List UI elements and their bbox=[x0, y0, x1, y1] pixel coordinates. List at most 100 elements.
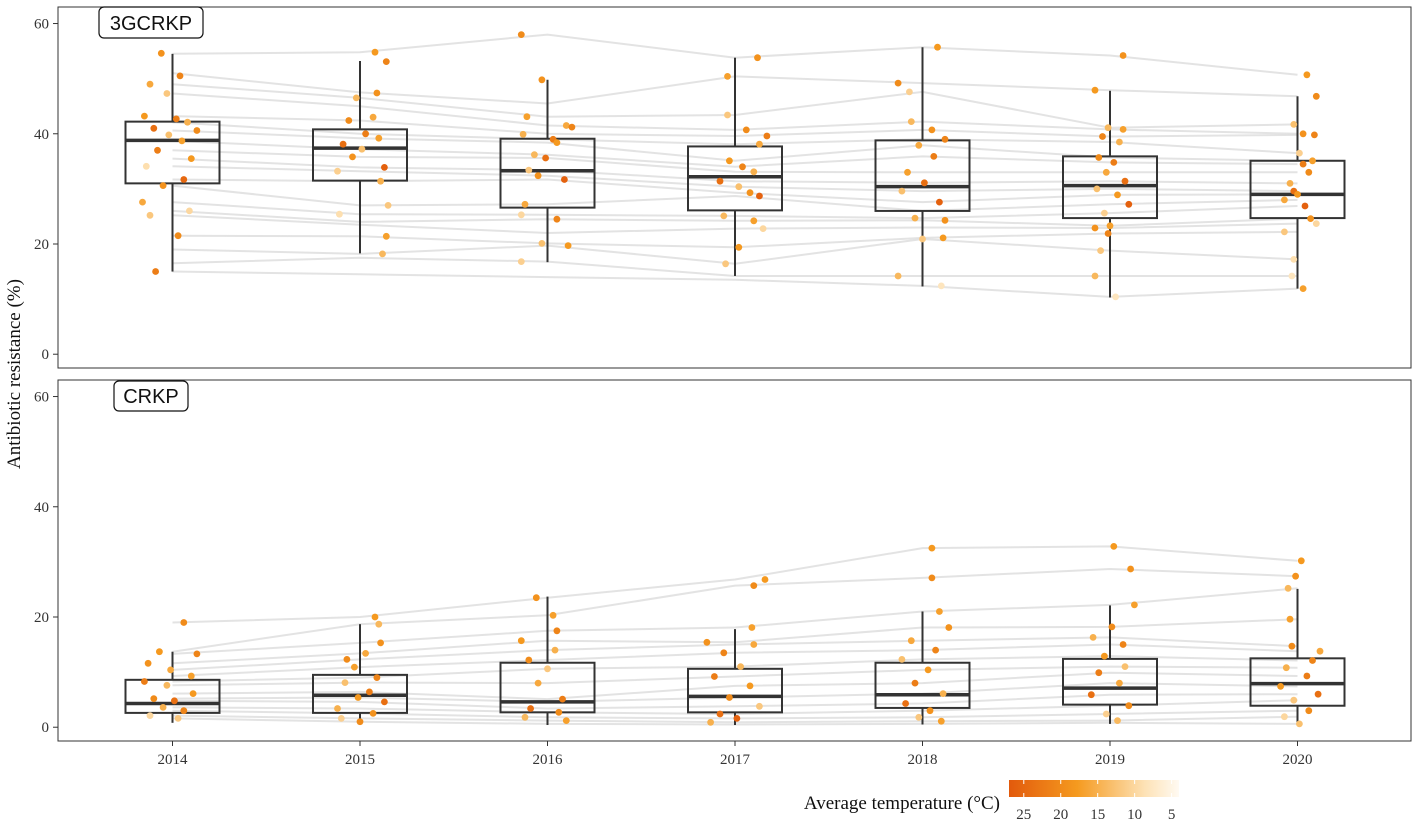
data-point bbox=[555, 708, 563, 716]
data-point bbox=[525, 166, 533, 174]
data-point bbox=[553, 627, 561, 635]
facet-label: CRKP bbox=[113, 380, 189, 412]
data-point bbox=[1312, 92, 1320, 100]
data-point bbox=[154, 146, 161, 154]
facet-label-text: CRKP bbox=[123, 386, 179, 408]
data-point bbox=[189, 690, 197, 697]
data-point bbox=[141, 112, 148, 120]
x-tick-label: 2018 bbox=[908, 752, 938, 768]
data-point bbox=[915, 713, 923, 721]
data-point bbox=[763, 132, 771, 140]
data-point bbox=[349, 153, 356, 161]
data-point bbox=[1114, 717, 1121, 724]
data-point bbox=[1307, 215, 1314, 223]
data-point bbox=[1121, 663, 1129, 670]
data-point bbox=[163, 90, 171, 97]
data-point bbox=[1288, 642, 1296, 650]
data-point bbox=[1292, 572, 1299, 580]
data-point bbox=[711, 673, 718, 680]
data-point bbox=[722, 260, 729, 268]
data-point bbox=[1309, 657, 1316, 664]
data-point bbox=[1316, 647, 1324, 655]
data-point bbox=[1089, 634, 1097, 641]
data-point bbox=[371, 613, 379, 621]
data-point bbox=[1131, 601, 1138, 609]
data-point bbox=[549, 611, 557, 619]
box-iqr bbox=[874, 139, 971, 212]
y-tick-label: 0 bbox=[42, 347, 50, 363]
legend: Average temperature (°C) 25 20 15 10 5 bbox=[804, 780, 1179, 823]
data-point bbox=[1095, 154, 1103, 161]
data-point bbox=[553, 215, 561, 223]
data-point bbox=[1277, 683, 1284, 690]
data-point bbox=[1091, 272, 1099, 280]
trajectory-line bbox=[172, 33, 1298, 76]
data-point bbox=[928, 574, 936, 582]
data-point bbox=[184, 118, 191, 126]
data-point bbox=[341, 679, 349, 686]
data-point bbox=[1102, 168, 1110, 176]
x-tick-label: 2020 bbox=[1283, 752, 1313, 768]
data-point bbox=[345, 117, 353, 124]
box-iqr bbox=[687, 667, 783, 714]
data-point bbox=[521, 200, 529, 208]
data-point bbox=[754, 54, 761, 62]
data-point bbox=[1294, 191, 1301, 198]
box-iqr bbox=[874, 661, 971, 709]
box-iqr bbox=[1249, 159, 1346, 220]
data-point bbox=[1087, 691, 1095, 699]
data-point bbox=[174, 232, 182, 240]
data-point bbox=[1108, 623, 1116, 631]
data-point bbox=[716, 177, 724, 185]
data-point bbox=[742, 126, 750, 134]
data-point bbox=[945, 624, 953, 631]
data-point bbox=[1281, 196, 1288, 204]
data-point bbox=[748, 624, 756, 631]
data-point bbox=[379, 250, 386, 258]
data-point bbox=[381, 164, 388, 171]
data-point bbox=[146, 211, 154, 219]
data-point bbox=[930, 153, 938, 160]
data-point bbox=[527, 705, 534, 712]
data-point bbox=[1297, 557, 1305, 565]
data-point bbox=[939, 690, 947, 697]
data-point bbox=[362, 130, 369, 138]
data-point bbox=[932, 646, 939, 654]
legend-tick-label: 5 bbox=[1168, 807, 1176, 823]
data-point bbox=[176, 72, 184, 80]
data-point bbox=[532, 594, 540, 602]
data-point bbox=[165, 131, 173, 139]
data-point bbox=[726, 157, 733, 165]
data-point bbox=[746, 189, 754, 197]
data-point bbox=[902, 700, 909, 707]
y-tick-label: 40 bbox=[34, 500, 49, 516]
data-point bbox=[1282, 664, 1290, 672]
x-tick-label: 2017 bbox=[720, 752, 751, 768]
legend-tick-label: 20 bbox=[1053, 807, 1068, 823]
data-point bbox=[371, 48, 379, 56]
data-point bbox=[534, 172, 542, 180]
data-point bbox=[1119, 52, 1127, 59]
data-point bbox=[1286, 180, 1294, 187]
box-iqr bbox=[312, 128, 408, 182]
data-point bbox=[525, 656, 533, 664]
data-point bbox=[1284, 584, 1292, 592]
facet-label: 3GCRKP bbox=[98, 6, 204, 39]
data-point bbox=[737, 663, 744, 670]
data-point bbox=[373, 89, 381, 97]
data-point bbox=[384, 202, 392, 209]
data-point bbox=[750, 168, 758, 176]
data-point bbox=[1119, 125, 1127, 133]
data-point bbox=[904, 168, 911, 176]
data-point bbox=[756, 702, 763, 710]
data-point bbox=[1281, 713, 1288, 721]
data-point bbox=[564, 242, 572, 250]
trajectory-line bbox=[172, 671, 1298, 701]
data-point bbox=[924, 666, 932, 674]
data-points bbox=[141, 543, 1324, 728]
data-point bbox=[1093, 185, 1101, 193]
data-point bbox=[1312, 220, 1320, 228]
y-tick-label: 20 bbox=[34, 237, 49, 253]
data-point bbox=[761, 576, 769, 583]
data-point bbox=[1119, 641, 1127, 648]
